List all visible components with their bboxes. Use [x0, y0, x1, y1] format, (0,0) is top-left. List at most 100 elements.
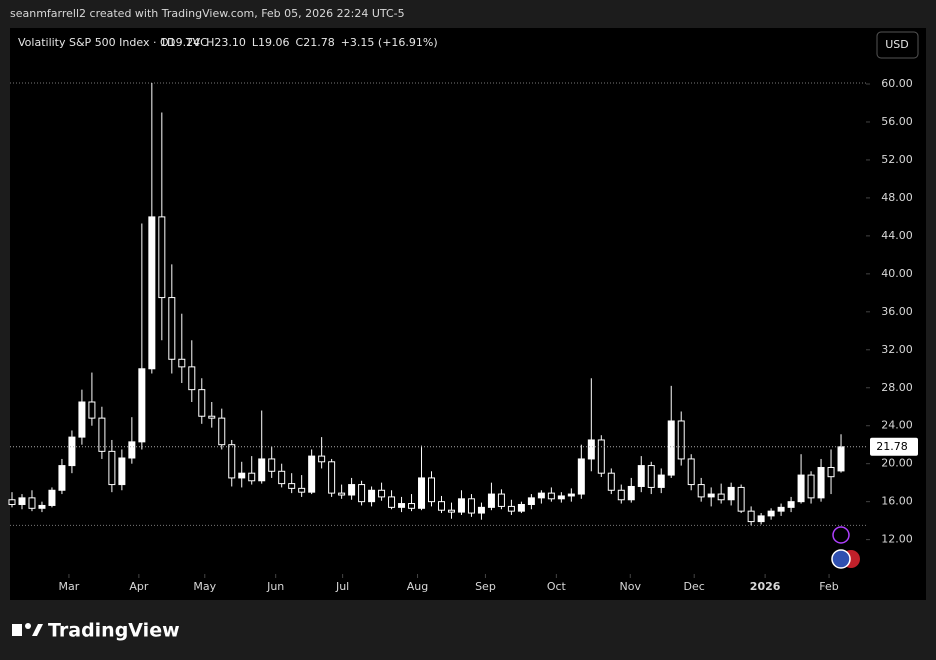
y-tick-label: 60.00	[881, 77, 913, 90]
x-tick-label: Apr	[129, 580, 149, 593]
x-tick-label: Feb	[819, 580, 838, 593]
candle-body	[637, 465, 645, 487]
candle-body	[298, 487, 306, 493]
last-price-box	[870, 437, 918, 456]
candle-body	[597, 439, 605, 474]
symbol-title[interactable]: Volatility S&P 500 Index · 1D · TVC	[18, 36, 208, 49]
x-tick-label: Sep	[475, 580, 496, 593]
candle-body	[517, 504, 525, 512]
logo-mark	[12, 624, 22, 636]
candle-body	[318, 455, 326, 463]
ohlc-label: O19.24	[160, 36, 200, 49]
candle-body	[657, 474, 665, 488]
candle-body	[428, 477, 436, 503]
candle-body	[178, 358, 186, 368]
chart-panel	[10, 28, 926, 600]
logo	[12, 623, 43, 636]
candle-body	[18, 497, 26, 506]
candle-body	[757, 515, 765, 523]
ohlc-label: +3.15 (+16.91%)	[341, 36, 438, 49]
candle-body	[408, 503, 416, 509]
candle-body	[308, 455, 316, 493]
currency-label[interactable]: USD	[885, 38, 909, 51]
attribution: seanmfarrell2 created with TradingView.c…	[10, 7, 405, 20]
x-tick-label: Dec	[684, 580, 705, 593]
candle-body	[777, 506, 785, 512]
candle-body	[807, 474, 815, 499]
candle-body	[647, 465, 655, 488]
last-price-label: 21.78	[876, 440, 908, 453]
candle-body	[188, 366, 196, 391]
candle-body	[507, 505, 515, 512]
candle-body	[398, 503, 406, 508]
y-tick-label: 12.00	[881, 533, 913, 546]
candle-body	[467, 498, 475, 514]
candle-body	[278, 470, 286, 485]
y-tick-label: 16.00	[881, 495, 913, 508]
candle-body	[248, 472, 256, 482]
y-tick-label: 40.00	[881, 267, 913, 280]
y-tick-label: 48.00	[881, 191, 913, 204]
candle-body	[607, 472, 615, 491]
candle-body	[717, 493, 725, 501]
y-tick-label: 44.00	[881, 229, 913, 242]
y-tick-label: 32.00	[881, 343, 913, 356]
candle-body	[687, 458, 695, 486]
candle-body	[627, 485, 635, 501]
x-tick-label: 2026	[750, 580, 781, 593]
candle-body	[258, 458, 266, 482]
candle-body	[98, 417, 106, 452]
candle-body	[138, 368, 146, 443]
candle-body	[497, 493, 505, 507]
currency-button[interactable]	[876, 31, 919, 59]
candle-body	[38, 504, 46, 509]
candle-body	[477, 506, 485, 514]
candle-body	[527, 497, 535, 506]
candle-body	[68, 436, 76, 467]
candle-body	[218, 417, 226, 446]
candle-body	[148, 216, 156, 370]
candle-body	[328, 461, 336, 494]
candle-body	[697, 484, 705, 498]
candle-body	[537, 492, 545, 499]
candle-body	[158, 216, 166, 299]
y-tick-label: 52.00	[881, 153, 913, 166]
candle-body	[447, 509, 455, 513]
candle-body	[727, 486, 735, 501]
candle-body	[288, 483, 296, 489]
ohlc-label: H23.10	[206, 36, 246, 49]
candle-body	[208, 415, 216, 419]
event-icon[interactable]	[831, 549, 851, 569]
candle-body	[797, 474, 805, 503]
candle-body	[418, 477, 426, 509]
candle-body	[238, 472, 246, 479]
candle-body	[667, 420, 675, 476]
y-tick-label: 36.00	[881, 305, 913, 318]
x-tick-label: Aug	[407, 580, 428, 593]
candle-body	[457, 498, 465, 513]
candle-body	[228, 444, 236, 479]
candle-body	[88, 401, 96, 419]
candle-body	[767, 510, 775, 517]
candle-body	[437, 501, 445, 511]
event-icon[interactable]	[832, 526, 850, 544]
candle-body	[587, 439, 595, 460]
brand: TradingView	[48, 620, 180, 642]
candle-body	[128, 441, 136, 459]
candle-body	[707, 493, 715, 498]
candle-body	[677, 420, 685, 460]
x-tick-label: Jun	[266, 580, 284, 593]
candle-body	[787, 501, 795, 508]
candle-body	[837, 446, 845, 472]
logo-mark	[25, 623, 31, 629]
candle-body	[358, 484, 366, 503]
candle-body	[817, 466, 825, 499]
candle-body	[378, 489, 386, 498]
candle-body	[547, 492, 555, 500]
x-tick-label: Oct	[547, 580, 567, 593]
candle-body	[338, 492, 346, 496]
y-tick-label: 20.00	[881, 457, 913, 470]
candle-body	[58, 465, 66, 491]
x-tick-label: Mar	[59, 580, 80, 593]
